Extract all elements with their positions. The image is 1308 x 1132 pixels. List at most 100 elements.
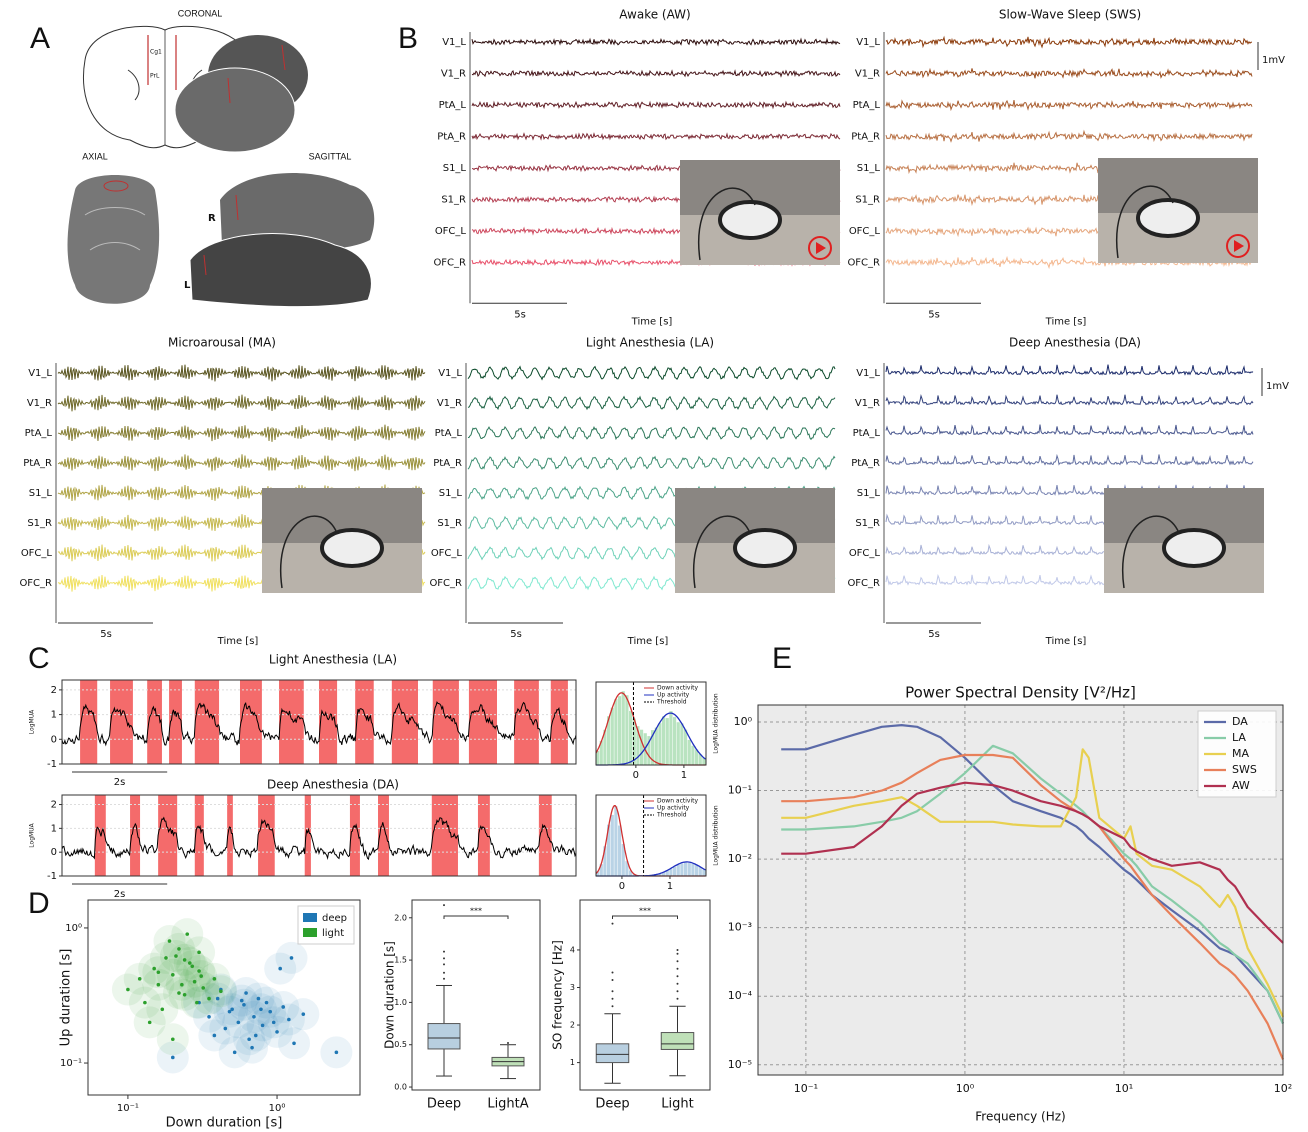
up-state <box>158 795 177 876</box>
channel-label: S1_L <box>439 488 463 499</box>
outlier <box>443 904 445 906</box>
panel-label: A <box>30 22 50 55</box>
y-axis-label: LogMUA <box>29 822 36 847</box>
y-axis-label: Up duration [s] <box>59 949 74 1047</box>
time-scale-label: 5s <box>514 309 526 320</box>
channel-label: S1_R <box>855 518 880 529</box>
channel-label: V1_L <box>856 368 880 379</box>
legend-swatch <box>303 913 317 922</box>
outlier <box>612 990 614 992</box>
chart: Down activityUp activityThreshold01LogMU… <box>596 795 720 892</box>
channel-label: S1_R <box>437 518 462 529</box>
point <box>152 967 156 971</box>
eeg-trace <box>886 132 1252 142</box>
eeg-trace <box>468 397 835 410</box>
point <box>259 1007 263 1011</box>
axial-slice <box>68 175 160 304</box>
x-tick-label: 10² <box>1274 1082 1292 1095</box>
x-tick-label: 10⁻¹ <box>794 1082 818 1095</box>
y-tick-label: 0 <box>51 847 57 858</box>
channel-label: V1_R <box>855 69 880 80</box>
channel-label: PtA_L <box>25 428 53 439</box>
legend-swatch <box>303 928 317 937</box>
x-tick-label: 10⁰ <box>269 1103 286 1114</box>
outlier <box>677 990 679 992</box>
channel-label: S1_L <box>29 488 53 499</box>
panel-title: Light Anesthesia (LA) <box>586 336 714 350</box>
outlier <box>443 972 445 974</box>
time-scale-label: 2s <box>114 777 126 788</box>
y-tick-label: 10⁻³ <box>728 921 752 934</box>
outlier <box>677 953 679 955</box>
legend-label: deep <box>322 913 347 924</box>
up-state <box>195 795 204 876</box>
y-tick-label: 1 <box>51 710 57 721</box>
channel-label: PtA_L <box>435 428 463 439</box>
time-scale-label: 2s <box>114 889 126 900</box>
y-tick-label: 2 <box>51 800 57 811</box>
significance-label: *** <box>639 907 651 916</box>
animal <box>735 530 795 566</box>
channel-label: OFC_L <box>849 226 881 237</box>
chart: 10⁻¹10⁰10⁻¹10⁰Down duration [s]Up durati… <box>59 900 361 1131</box>
up-state <box>514 680 539 764</box>
point <box>268 1010 272 1014</box>
chart: Down activityUp activityThreshold01LogMU… <box>596 682 720 781</box>
view-label: CORONAL <box>178 8 223 18</box>
outlier <box>443 951 445 953</box>
up-state <box>258 795 275 876</box>
time-scale-label: 5s <box>100 629 112 640</box>
panel-title: Slow-Wave Sleep (SWS) <box>999 8 1141 22</box>
anatomy: Cg1 PrL CORONAL AXIAL SAGITTAL R L <box>68 8 375 306</box>
x-tick-label: Deep <box>595 1097 629 1112</box>
panel-title: Microarousal (MA) <box>168 336 276 350</box>
point <box>201 986 205 990</box>
view-label: SAGITTAL <box>309 151 352 161</box>
panel-label: D <box>28 887 50 920</box>
point <box>213 1034 217 1038</box>
channel-label: PtA_R <box>23 458 52 469</box>
point <box>195 1001 199 1005</box>
y-axis-label: LogMUA <box>29 709 36 734</box>
outlier <box>507 1042 509 1044</box>
channel-label: V1_L <box>28 368 52 379</box>
histogram-bar <box>662 716 665 765</box>
up-state <box>478 795 490 876</box>
point <box>216 997 220 1001</box>
eeg-trace <box>58 365 425 382</box>
box <box>428 1024 460 1049</box>
point <box>171 1037 175 1041</box>
point <box>207 1015 211 1019</box>
channel-label: PtA_R <box>437 132 466 143</box>
channel-label: OFC_R <box>19 578 52 589</box>
point <box>272 1021 276 1025</box>
outlier <box>677 960 679 962</box>
point <box>290 956 294 960</box>
histogram-bar <box>611 708 614 765</box>
channel-label: S1_R <box>27 518 52 529</box>
x-tick-label: 10⁻¹ <box>117 1103 139 1114</box>
histogram-bar <box>680 723 683 765</box>
point <box>213 977 217 981</box>
y-axis-label: SO frequency [Hz] <box>551 940 565 1050</box>
eeg-trace <box>472 39 840 45</box>
x-axis-label: Down duration [s] <box>166 1116 283 1131</box>
x-tick-label: LightA <box>487 1097 528 1112</box>
histogram-bar <box>677 722 680 765</box>
outlier <box>443 963 445 965</box>
panel-label: E <box>772 642 792 675</box>
point <box>257 997 261 1001</box>
channel-label: V1_R <box>855 398 880 409</box>
histogram-bar <box>702 869 705 876</box>
outlier <box>677 949 679 951</box>
histogram-bar <box>680 864 683 876</box>
volt-scale-label: 1mV <box>1266 381 1289 392</box>
point <box>183 958 187 962</box>
chart: Deep Anesthesia (DA)-1012LogMUA2s <box>29 778 577 901</box>
y-tick-label: 1 <box>51 823 57 834</box>
histogram-bar <box>669 711 672 765</box>
legend-label: Up activity <box>657 805 690 812</box>
significance-bracket <box>444 916 508 919</box>
chart: Power Spectral Density [V²/Hz]10⁻¹10⁰10¹… <box>728 684 1292 1124</box>
